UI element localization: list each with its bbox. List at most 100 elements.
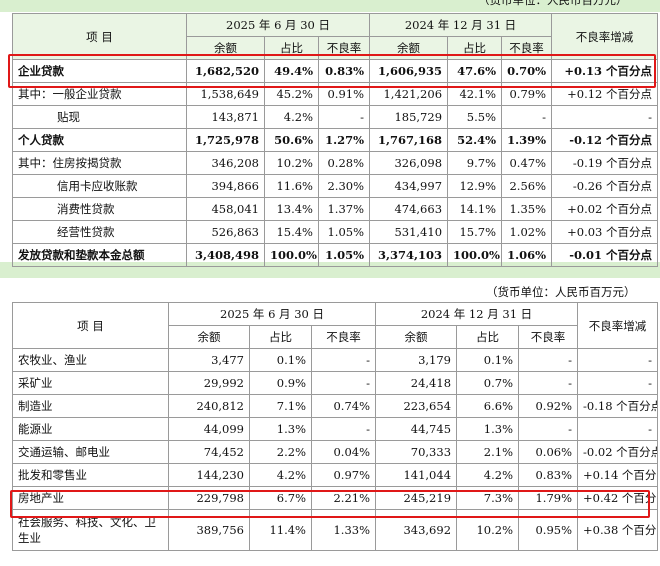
balance-2024-cell: 1,421,206	[369, 82, 449, 106]
balance-2025-cell: 3,408,498	[186, 243, 265, 267]
header-share: 占比	[264, 36, 319, 60]
table-row: 其中：一般企业贷款 1,538,649 45.2% 0.91% 1,421,206 42.…	[12, 82, 659, 106]
share-2025-cell: 15.4%	[264, 220, 319, 244]
npl-change-cell: -	[577, 348, 659, 372]
table-row: 能源业 44,099 1.3% -44,745 1.3% - -	[12, 417, 659, 441]
table-row: 其中：住房按揭贷款 346,208 10.2% 0.28% 326,098 9.7% 0.4…	[12, 151, 659, 175]
share-2024-cell: 0.7%	[456, 371, 520, 395]
balance-2025-cell: 1,682,520	[186, 59, 265, 83]
share-2025-cell: 4.2%	[264, 105, 319, 129]
table-row: 经营性贷款 526,863 15.4% 1.05% 531,410 15.7% 1.02% +…	[12, 220, 659, 244]
balance-2024-cell: 343,692	[375, 509, 458, 551]
table-row: 采矿业 29,992 0.9% -24,418 0.7% - -	[12, 371, 659, 395]
share-2025-cell: 45.2%	[264, 82, 319, 106]
balance-2025-cell: 143,871	[186, 105, 265, 129]
share-2024-cell: 100.0%	[447, 243, 503, 267]
industry-table: 项 目 2025 年 6 月 30 日 2024 年 12 月 31 日 不良率…	[12, 302, 659, 551]
table-row: 个人贷款 1,725,978 50.6% 1.27% 1,767,168 52.4% 1.3…	[12, 128, 659, 152]
share-2025-cell: 11.4%	[249, 509, 312, 551]
npl-2024-cell: 1.79%	[518, 486, 579, 510]
npl-2025-cell: 0.83%	[317, 59, 371, 83]
table-row: 企业贷款 1,682,520 49.4% 0.83% 1,606,935 47.6% 0.7…	[12, 59, 659, 83]
header-npl: 不良率	[310, 325, 377, 349]
table-row: 社会服务、科技、文化、卫生业 389,756 11.4% 1.33% 343,692 10…	[12, 509, 659, 551]
balance-2024-cell: 3,374,103	[369, 243, 449, 267]
balance-2025-cell: 44,099	[168, 417, 250, 441]
header-share: 占比	[447, 36, 503, 60]
npl-2025-cell: 1.37%	[317, 197, 371, 221]
row-label: 能源业	[12, 417, 169, 441]
npl-2024-cell: 0.79%	[501, 82, 553, 106]
table-row: 批发和零售业 144,230 4.2% 0.97% 141,044 4.2% 0.83% +0…	[12, 463, 659, 487]
balance-2024-cell: 3,179	[375, 348, 458, 372]
npl-2025-cell: 0.91%	[317, 82, 371, 106]
row-label: 交通运输、邮电业	[12, 440, 169, 464]
share-2025-cell: 100.0%	[264, 243, 319, 267]
row-label: 个人贷款	[12, 128, 187, 152]
npl-change-cell: +0.12 个百分点	[551, 82, 659, 106]
row-label: 其中：住房按揭贷款	[12, 151, 187, 175]
header-change: 不良率增减	[577, 302, 659, 349]
header-balance: 余额	[186, 36, 265, 60]
share-2024-cell: 4.2%	[456, 463, 520, 487]
share-2024-cell: 10.2%	[456, 509, 520, 551]
npl-2025-cell: 2.30%	[317, 174, 371, 198]
table-row: 农牧业、渔业 3,477 0.1% -3,179 0.1% - -	[12, 348, 659, 372]
share-2025-cell: 49.4%	[264, 59, 319, 83]
npl-2024-cell: 2.56%	[501, 174, 553, 198]
balance-2024-cell: 434,997	[369, 174, 449, 198]
header-period1: 2025 年 6 月 30 日	[185, 13, 371, 37]
npl-2025-cell: 1.27%	[317, 128, 371, 152]
share-2024-cell: 5.5%	[447, 105, 503, 129]
share-2024-cell: 12.9%	[447, 174, 503, 198]
balance-2025-cell: 229,798	[168, 486, 250, 510]
row-label: 发放贷款和垫款本金总额	[12, 243, 187, 267]
balance-2025-cell: 526,863	[186, 220, 265, 244]
npl-2025-cell: 0.28%	[317, 151, 371, 175]
npl-2025-cell: 0.74%	[310, 394, 377, 418]
header-balance: 余额	[375, 325, 458, 349]
npl-2024-cell: 1.06%	[501, 243, 553, 267]
npl-change-cell: -	[551, 105, 659, 129]
share-2025-cell: 11.6%	[264, 174, 319, 198]
npl-2024-cell: 1.02%	[501, 220, 553, 244]
row-label: 其中：一般企业贷款	[12, 82, 187, 106]
share-2024-cell: 7.3%	[456, 486, 520, 510]
header-balance: 余额	[168, 325, 250, 349]
share-2024-cell: 14.1%	[447, 197, 503, 221]
row-label: 采矿业	[12, 371, 169, 395]
npl-change-cell: -0.18 个百分点	[577, 394, 659, 418]
balance-2024-cell: 223,654	[375, 394, 458, 418]
table-row: 消费性贷款 458,041 13.4% 1.37% 474,663 14.1% 1.35% +…	[12, 197, 659, 221]
npl-2024-cell: 1.35%	[501, 197, 553, 221]
share-2024-cell: 2.1%	[456, 440, 520, 464]
npl-2024-cell: -	[518, 348, 579, 372]
balance-2024-cell: 326,098	[369, 151, 449, 175]
row-label: 社会服务、科技、文化、卫生业	[12, 509, 169, 551]
share-2024-cell: 42.1%	[447, 82, 503, 106]
header-period2: 2024 年 12 月 31 日	[369, 13, 553, 37]
share-2024-cell: 1.3%	[456, 417, 520, 441]
npl-2025-cell: 1.33%	[310, 509, 377, 551]
balance-2025-cell: 144,230	[168, 463, 250, 487]
npl-2025-cell: -	[310, 348, 377, 372]
header-balance: 余额	[369, 36, 449, 60]
balance-2024-cell: 24,418	[375, 371, 458, 395]
balance-2024-cell: 531,410	[369, 220, 449, 244]
header-period1: 2025 年 6 月 30 日	[167, 302, 377, 326]
npl-change-cell: -0.26 个百分点	[551, 174, 659, 198]
share-2025-cell: 0.1%	[249, 348, 312, 372]
row-label: 制造业	[12, 394, 169, 418]
npl-2025-cell: 1.05%	[317, 220, 371, 244]
balance-2024-cell: 245,219	[375, 486, 458, 510]
header-item: 项 目	[12, 13, 187, 60]
balance-2025-cell: 3,477	[168, 348, 250, 372]
header-period2: 2024 年 12 月 31 日	[375, 302, 579, 326]
share-2025-cell: 0.9%	[249, 371, 312, 395]
npl-change-cell: -0.19 个百分点	[551, 151, 659, 175]
npl-2024-cell: -	[501, 105, 553, 129]
share-2025-cell: 13.4%	[264, 197, 319, 221]
balance-2024-cell: 1,606,935	[369, 59, 449, 83]
header-npl: 不良率	[501, 36, 553, 60]
